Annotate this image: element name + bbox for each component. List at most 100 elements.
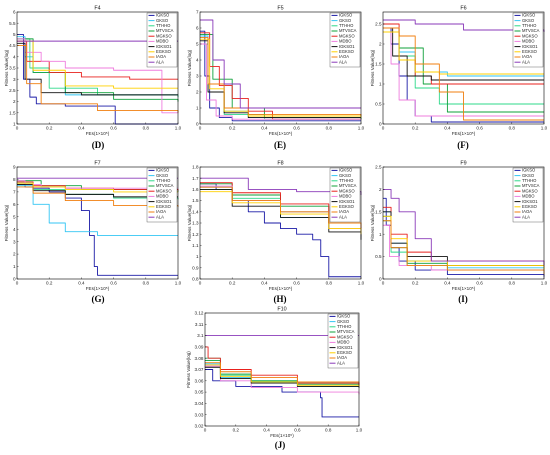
x-tick-label: 0.4 (78, 281, 85, 286)
legend-entry: MDBO (156, 39, 169, 44)
y-tick-label: 8 (13, 177, 16, 182)
y-tick-label: 0.5 (375, 102, 382, 107)
legend-box (146, 12, 178, 68)
plot-frame (382, 11, 545, 125)
y-tick-label: 0 (13, 277, 16, 282)
plot-frame (382, 166, 545, 280)
y-tick-label: 0 (379, 277, 382, 282)
series-line-egkso (17, 40, 178, 89)
legend-entry: GKSO (522, 18, 535, 23)
y-tick-label: 6 (13, 202, 16, 207)
x-tick-label: 0.6 (293, 281, 300, 286)
y-tick-label: 3.09 (195, 345, 204, 350)
x-tick-label: 0 (199, 281, 202, 286)
y-axis-label: Fitness Value(log) (4, 49, 9, 86)
legend-entry: MTVSCA (339, 183, 357, 188)
y-tick-label: 3.11 (195, 322, 204, 327)
legend-entry: GKSO (339, 173, 352, 178)
y-tick-label: 5 (196, 42, 199, 47)
series-line-igkso1 (383, 27, 544, 81)
x-tick-label: 0.6 (110, 281, 117, 286)
legend-entry: EGKSO (337, 350, 353, 355)
y-tick-label: 4 (196, 58, 199, 63)
legend-entry: ALA (339, 59, 347, 64)
legend-entry: TTHHO (522, 23, 537, 28)
series-line-mgkso (205, 346, 360, 386)
panel-title: F8 (277, 161, 283, 167)
x-axis-label: FEs(1×10⁵) (452, 131, 476, 136)
panel-f10: 0 0.2 0.4 0.6 0.8 1.0 3.02 3.03 3.04 3.05 3.06 3.07… (186, 307, 363, 451)
y-tick-label: 2 (196, 90, 199, 95)
legend-entry: IGKSO1 (339, 199, 355, 204)
x-tick-label: 0.8 (326, 126, 333, 131)
plot-frame (16, 166, 179, 280)
legend-entry: MDBO (522, 194, 535, 199)
x-tick-label: 0.2 (412, 281, 419, 286)
x-tick-label: 0.8 (143, 126, 150, 131)
x-tick-label: 0 (16, 281, 19, 286)
x-tick-label: 0.4 (261, 126, 268, 131)
y-tick-label: 1 (196, 106, 199, 111)
x-tick-label: 0.8 (143, 281, 150, 286)
y-tick-label: 7 (13, 189, 16, 194)
panel-f8: 0 0.2 0.4 0.6 0.8 1.0 0.8 0.9 1 1.1 1.2 1.3 1.4 1.5 1.… (187, 161, 365, 305)
series-line-mdbo (383, 31, 544, 117)
legend-entry: ALA (522, 59, 530, 64)
y-tick-label: 5 (13, 32, 16, 37)
legend-entry: IAOA (522, 209, 532, 214)
panel-title: F9 (460, 161, 466, 167)
y-tick-label: 1.5 (375, 62, 382, 67)
panel-caption: (E) (274, 140, 286, 150)
y-axis-label: Fitness Value(log) (187, 204, 192, 241)
panel-f4: 0 0.2 0.4 0.6 0.8 1.0 1 1.5 2 2.5 3 3.5 4 4.5 5 5.5 6 F4 F… (4, 6, 182, 151)
y-tick-label: 2 (379, 187, 382, 192)
series-line-egkso (17, 182, 178, 193)
y-tick-label: 3.5 (9, 66, 16, 71)
x-tick-label: 0.4 (444, 281, 451, 286)
legend: IGKSOGKSOTTHHOMTVSCAMGKSOMDBOIGKSO1EGKSO… (146, 167, 178, 223)
x-tick-label: 0.4 (261, 281, 268, 286)
x-tick-label: 0.4 (444, 126, 451, 131)
legend-entry: IGKSO (339, 168, 353, 173)
x-tick-label: 0 (382, 281, 385, 286)
legend-entry: EGKSO (522, 204, 538, 209)
legend-entry: MTVSCA (337, 329, 355, 334)
legend-box (146, 167, 178, 223)
y-tick-label: 4 (13, 227, 16, 232)
legend-entry: MDBO (337, 340, 350, 345)
x-tick-label: 0.6 (293, 126, 300, 131)
y-tick-label: 1.1 (192, 243, 199, 248)
x-tick-label: 0.2 (412, 126, 419, 131)
y-tick-label: 2 (13, 252, 16, 257)
y-tick-label: 0.9 (192, 265, 199, 270)
x-tick-label: 0.2 (229, 281, 236, 286)
x-tick-label: 0.2 (233, 428, 240, 433)
y-tick-label: 3.1 (197, 333, 204, 338)
y-tick-label: 3.06 (195, 378, 204, 383)
legend: IGKSOGKSOTTHHOMTVSCAMGKSOMDBOIGKSO1EGKSO… (512, 168, 544, 223)
y-tick-label: 1.2 (192, 232, 199, 237)
legend-entry: IAOA (339, 209, 349, 214)
legend-entry: IAOA (156, 54, 166, 59)
x-tick-label: 0.4 (263, 428, 270, 433)
x-tick-label: 0.8 (509, 126, 516, 131)
legend-entry: IGKSO1 (337, 345, 353, 350)
panel-title: F5 (277, 6, 283, 12)
panel-caption: (J) (275, 440, 286, 450)
legend-entry: GKSO (337, 319, 350, 324)
panel-title: F4 (94, 6, 100, 12)
y-tick-label: 0.8 (192, 277, 199, 282)
y-tick-label: 2 (379, 42, 382, 47)
y-tick-label: 3 (13, 77, 16, 82)
legend-entry: IGKSO (522, 168, 536, 173)
legend-entry: MDBO (339, 194, 352, 199)
legend-entry: MGKSO (156, 188, 172, 193)
x-tick-label: 1.0 (175, 281, 182, 286)
x-tick-label: 1.0 (356, 428, 363, 433)
legend-entry: EGKSO (156, 49, 172, 54)
y-tick-label: 3.08 (195, 356, 204, 361)
y-axis-label: Fitness Value(log) (370, 49, 375, 86)
legend-entry: MTVSCA (339, 28, 357, 33)
y-tick-label: 1.3 (192, 221, 199, 226)
